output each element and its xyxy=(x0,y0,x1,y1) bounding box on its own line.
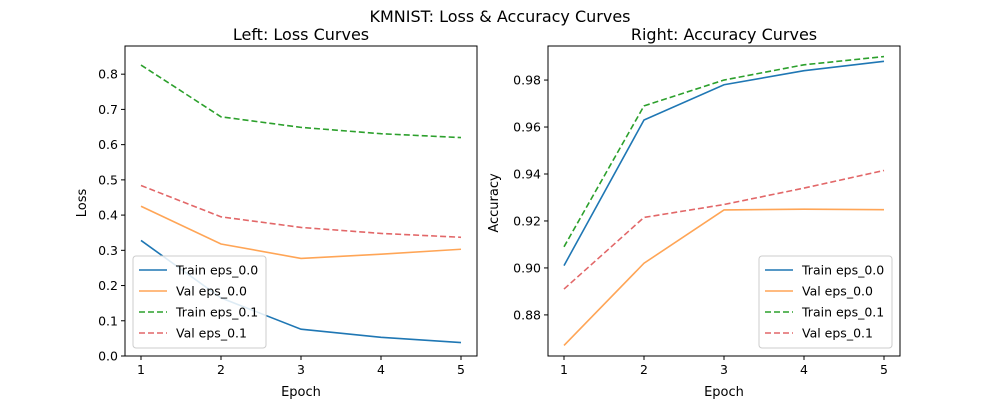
x-tick-label: 4 xyxy=(800,362,808,377)
legend-label: Val eps_0.0 xyxy=(176,284,247,299)
legend-label: Train eps_0.0 xyxy=(175,263,258,278)
x-tick-label: 3 xyxy=(297,362,305,377)
y-tick-label: 0.8 xyxy=(98,67,118,82)
x-axis-label: Epoch xyxy=(704,385,744,400)
y-tick-label: 0.3 xyxy=(98,243,118,258)
chart-title: Right: Accuracy Curves xyxy=(631,25,817,44)
y-tick-label: 0.5 xyxy=(98,172,118,187)
x-tick-label: 5 xyxy=(880,362,888,377)
legend-label: Val eps_0.1 xyxy=(176,326,247,341)
plot-frame xyxy=(547,45,901,357)
y-tick-label: 0.90 xyxy=(513,260,541,275)
legend: Train eps_0.0 Val eps_0.0 Train eps_0.1 Val… xyxy=(758,255,893,349)
y-tick-label: 0.94 xyxy=(513,166,541,181)
figure-title: KMNIST: Loss & Accuracy Curves xyxy=(369,7,630,26)
series-line xyxy=(140,205,462,260)
loss-chart: Left: Loss Curves Epoch Loss 1 2 3 4 5 0.0 0.1… xyxy=(75,25,478,400)
x-tick-label: 1 xyxy=(137,362,145,377)
legend-frame xyxy=(758,255,893,349)
x-tick-label: 5 xyxy=(457,362,465,377)
chart-title: Left: Loss Curves xyxy=(233,25,369,44)
legend-label: Train eps_0.1 xyxy=(801,305,884,320)
y-tick-label: 0.98 xyxy=(513,73,541,88)
series-line xyxy=(140,184,462,239)
axis-ticks: 1 2 3 4 5 0.88 0.90 0.92 0.94 0.96 0.98 xyxy=(513,73,888,377)
x-tick-label: 2 xyxy=(217,362,225,377)
series-line xyxy=(563,208,885,346)
legend-label: Train eps_0.0 xyxy=(801,263,884,278)
legend-label: Train eps_0.1 xyxy=(175,305,258,320)
y-tick-label: 0.0 xyxy=(98,349,118,364)
legend: Train eps_0.0 Val eps_0.0 Train eps_0.1 Val… xyxy=(132,255,267,349)
y-tick-label: 0.96 xyxy=(513,120,541,135)
x-tick-label: 1 xyxy=(560,362,568,377)
y-tick-label: 0.88 xyxy=(513,307,541,322)
series-line xyxy=(140,64,462,139)
plot-lines xyxy=(563,55,885,346)
y-tick-label: 0.6 xyxy=(98,137,118,152)
series-line xyxy=(563,60,885,266)
y-tick-label: 0.1 xyxy=(98,313,118,328)
axis-ticks: 1 2 3 4 5 0.0 0.1 0.2 0.3 0.4 0.5 0.6 0.7 0.8 xyxy=(98,67,465,377)
y-axis-label: Loss xyxy=(75,189,90,218)
y-tick-label: 0.7 xyxy=(98,102,118,117)
y-tick-label: 0.92 xyxy=(513,213,541,228)
x-axis-label: Epoch xyxy=(281,385,321,400)
plot-frame xyxy=(124,45,478,357)
legend-label: Val eps_0.0 xyxy=(802,284,873,299)
y-axis-label: Accuracy xyxy=(487,173,502,233)
x-tick-label: 4 xyxy=(377,362,385,377)
legend-label: Val eps_0.1 xyxy=(802,326,873,341)
y-tick-label: 0.2 xyxy=(98,278,118,293)
legend-frame xyxy=(132,255,267,349)
x-tick-label: 3 xyxy=(720,362,728,377)
series-line xyxy=(563,169,885,290)
series-line xyxy=(563,55,885,248)
accuracy-chart: Right: Accuracy Curves Epoch Accuracy 1 2… xyxy=(487,25,901,400)
x-tick-label: 2 xyxy=(640,362,648,377)
y-tick-label: 0.4 xyxy=(98,208,118,223)
